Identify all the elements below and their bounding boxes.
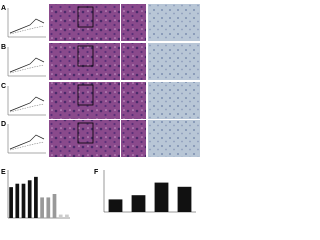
trace bbox=[9, 96, 45, 112]
bar bbox=[52, 194, 57, 218]
ihc-image bbox=[148, 82, 200, 119]
bar bbox=[27, 180, 32, 218]
panel-label: D bbox=[1, 121, 6, 128]
trace bbox=[9, 103, 45, 113]
histology-image bbox=[49, 4, 120, 41]
bar bbox=[9, 187, 13, 218]
bar bbox=[40, 197, 44, 218]
bar bbox=[15, 183, 20, 218]
panel-label: E bbox=[1, 169, 6, 176]
bar bbox=[108, 199, 123, 212]
bar bbox=[46, 197, 51, 218]
trace bbox=[9, 18, 45, 34]
histology-image bbox=[49, 43, 120, 80]
trace bbox=[9, 64, 45, 74]
histology-zoom bbox=[121, 43, 146, 80]
panel-label: F bbox=[94, 169, 99, 176]
trace bbox=[9, 57, 45, 73]
inset-box bbox=[77, 45, 94, 67]
histology-zoom bbox=[121, 82, 146, 119]
panel-rows: A B C D bbox=[1, 4, 200, 157]
panel-label: C bbox=[1, 83, 6, 90]
bar bbox=[65, 214, 69, 218]
trace bbox=[9, 25, 45, 35]
bar bbox=[154, 182, 169, 212]
inset-box bbox=[77, 6, 94, 28]
trace bbox=[9, 141, 45, 151]
panel-label: A bbox=[1, 5, 6, 12]
trace bbox=[9, 134, 45, 150]
bar bbox=[34, 176, 38, 218]
bar bbox=[58, 214, 63, 218]
histology-image bbox=[49, 120, 120, 157]
bar bbox=[21, 183, 26, 218]
ihc-image bbox=[148, 120, 200, 157]
inset-box bbox=[77, 84, 94, 106]
histology-zoom bbox=[121, 4, 146, 41]
histology-image bbox=[49, 82, 120, 119]
panel-label: B bbox=[1, 44, 6, 51]
ihc-image bbox=[148, 4, 200, 41]
inset-box bbox=[77, 122, 94, 144]
histology-zoom bbox=[121, 120, 146, 157]
bar bbox=[131, 195, 146, 212]
ihc-image bbox=[148, 43, 200, 80]
bar bbox=[177, 186, 192, 212]
